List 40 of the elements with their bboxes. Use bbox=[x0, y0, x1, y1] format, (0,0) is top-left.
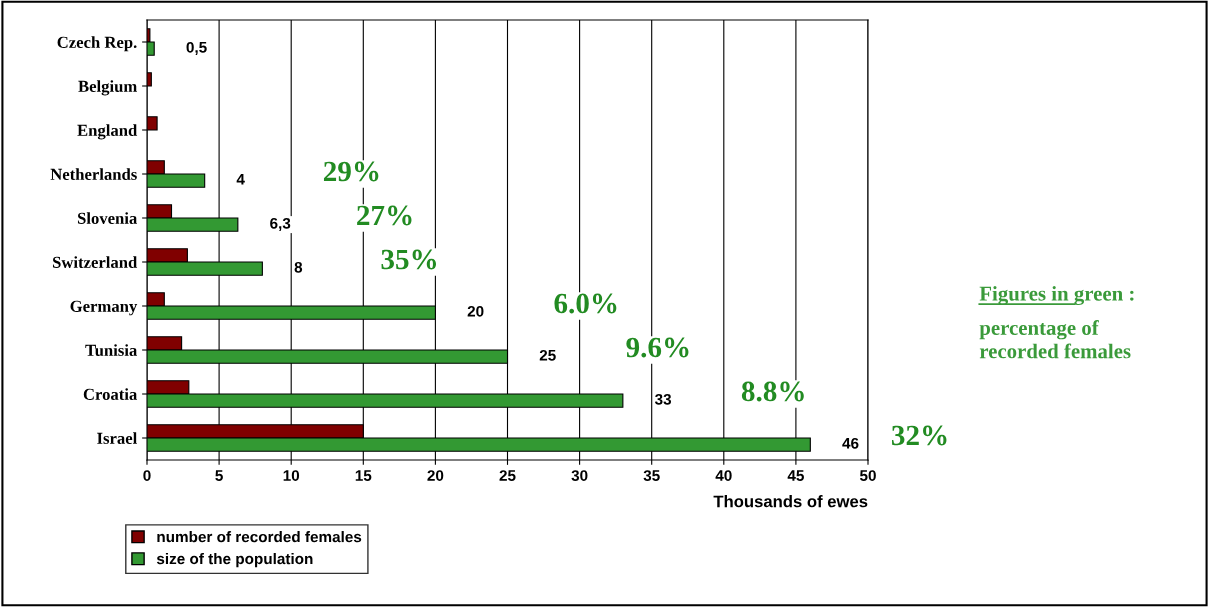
data-label: 8 bbox=[294, 261, 303, 273]
data-label: 46 bbox=[842, 437, 859, 449]
x-tick-label: 30 bbox=[571, 470, 588, 481]
y-tick-label: Netherlands bbox=[50, 168, 137, 180]
y-tick-label: Israel bbox=[97, 432, 137, 444]
text: 32% bbox=[891, 425, 947, 446]
y-tick-label: Czech Rep. bbox=[57, 36, 137, 52]
x-tick-label: 40 bbox=[715, 470, 732, 481]
annotation: 8.8% bbox=[741, 381, 804, 402]
data-label: 0,5 bbox=[186, 41, 207, 55]
text: Figures in green : percentage of recorded females bbox=[979, 286, 1134, 359]
x-tick-label: 45 bbox=[787, 470, 804, 481]
x-tick-label: 35 bbox=[643, 470, 660, 481]
annotation: 29% bbox=[323, 161, 379, 182]
y-tick-label: Croatia bbox=[83, 388, 138, 400]
x-tick-label: 50 bbox=[859, 470, 876, 481]
y-tick-label: Germany bbox=[70, 300, 138, 316]
x-axis-title: Thousands of ewes bbox=[713, 495, 868, 508]
data-label: 6,3 bbox=[270, 217, 291, 231]
annotation: 27% bbox=[357, 205, 412, 226]
y-tick-label: Slovenia bbox=[77, 212, 138, 224]
y-tick-label: Belgium bbox=[78, 80, 137, 96]
x-tick-label: 5 bbox=[215, 470, 223, 481]
annotation: 6.0% bbox=[554, 293, 617, 314]
y-tick-label: England bbox=[77, 124, 138, 140]
x-tick-label: 20 bbox=[427, 470, 444, 481]
y-tick-label: Tunisia bbox=[85, 344, 138, 356]
x-tick-label: 10 bbox=[283, 470, 300, 481]
y-tick-label: Switzerland bbox=[52, 256, 138, 268]
data-label: 33 bbox=[654, 393, 672, 405]
legend-label: number of recorded females bbox=[157, 531, 362, 543]
data-label: 25 bbox=[539, 349, 556, 361]
x-tick-label: 25 bbox=[499, 470, 516, 481]
x-tick-label: 0 bbox=[143, 470, 151, 481]
annotation: 9.6% bbox=[626, 337, 689, 358]
x-tick-label: 15 bbox=[355, 470, 372, 481]
data-label: 4 bbox=[236, 174, 245, 185]
legend-label: size of the population bbox=[156, 552, 313, 568]
annotation: 35% bbox=[381, 249, 437, 270]
data-label: 20 bbox=[467, 305, 484, 317]
